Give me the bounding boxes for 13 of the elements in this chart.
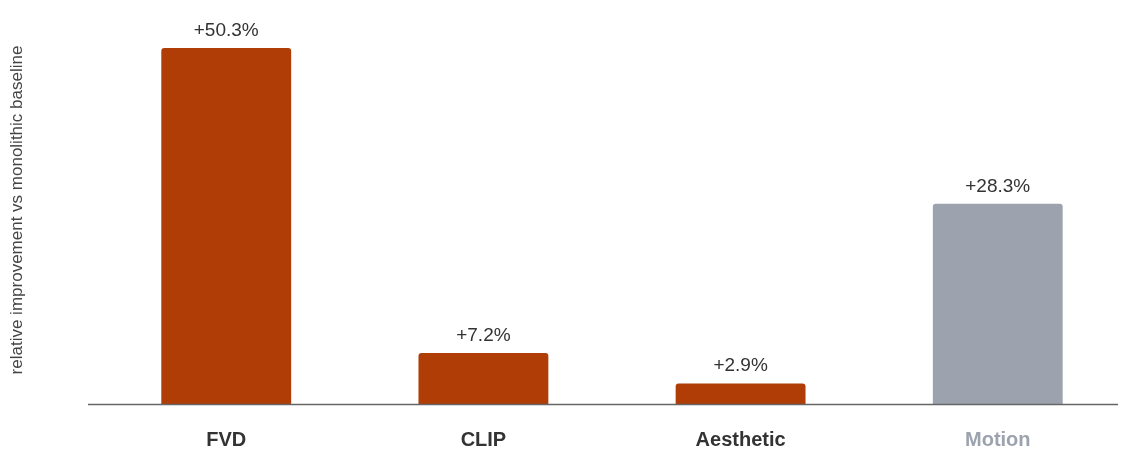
x-tick-label: Motion (965, 428, 1031, 450)
bar (932, 203, 1063, 404)
x-tick-label: Aesthetic (695, 428, 786, 450)
bar (418, 353, 549, 404)
data-label: +50.3% (193, 19, 259, 40)
data-label: +28.3% (965, 174, 1031, 196)
x-tick-label: FVD (206, 428, 247, 450)
bar (161, 48, 292, 404)
y-axis-title: relative improvement vs monolithic baseline (7, 45, 26, 375)
x-tick-label: CLIP (460, 428, 507, 450)
data-label: +7.2% (456, 324, 511, 346)
bar (675, 383, 806, 404)
data-label: +2.9% (713, 354, 768, 376)
